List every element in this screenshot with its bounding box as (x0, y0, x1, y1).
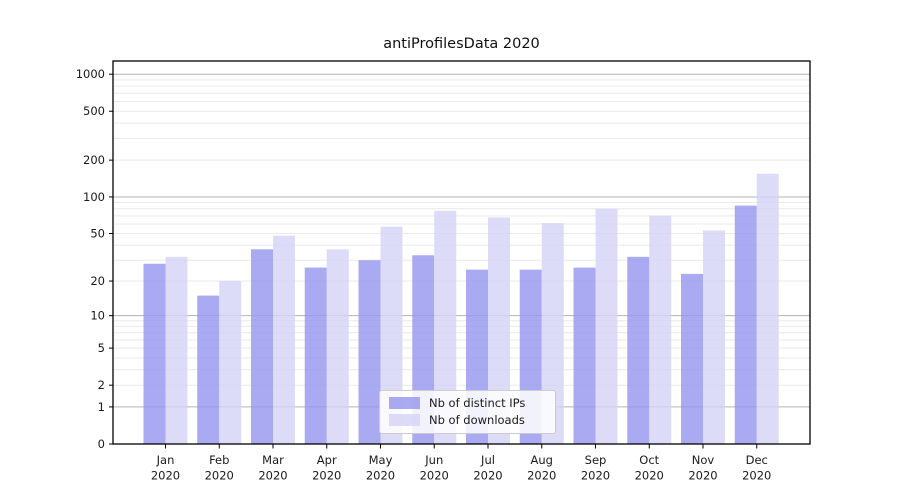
bar-nb-of-downloads-aug (541, 223, 564, 444)
bar-nb-of-distinct-ips-jan (143, 263, 166, 444)
bar-nb-of-distinct-ips-may (358, 260, 381, 444)
y-tick-label: 5 (98, 341, 105, 355)
legend-swatch-distinct-ips (389, 397, 420, 409)
legend-label-distinct-ips: Nb of distinct IPs (429, 396, 526, 410)
x-tick-label-year: 2020 (581, 469, 610, 483)
x-tick-label-month: Feb (209, 453, 229, 467)
bar-nb-of-distinct-ips-sep (573, 267, 596, 444)
x-tick-label-month: Jan (156, 453, 175, 467)
x-tick-label-month: Mar (262, 453, 284, 467)
x-tick-label-year: 2020 (742, 469, 771, 483)
y-tick-label: 500 (83, 104, 105, 118)
y-tick-label: 10 (90, 309, 105, 323)
y-tick-label: 1000 (76, 67, 105, 81)
x-tick-label-month: Apr (317, 453, 337, 467)
bar-nb-of-distinct-ips-dec (734, 205, 757, 444)
bar-nb-of-distinct-ips-apr (304, 267, 327, 444)
x-tick-label-year: 2020 (366, 469, 395, 483)
bar-nb-of-distinct-ips-mar (251, 249, 273, 444)
x-tick-label-month: Jun (424, 453, 443, 467)
bar-nb-of-distinct-ips-feb (197, 295, 220, 444)
y-tick-label: 100 (83, 190, 105, 204)
x-tick-label-year: 2020 (527, 469, 556, 483)
x-tick-label-year: 2020 (688, 469, 717, 483)
legend-label-downloads: Nb of downloads (429, 413, 525, 427)
x-tick-label-year: 2020 (420, 469, 449, 483)
y-tick-label: 0 (98, 437, 105, 451)
bar-nb-of-downloads-oct (649, 215, 672, 444)
y-tick-label: 50 (90, 227, 105, 241)
x-tick-label-month: Aug (531, 453, 553, 467)
x-tick-label-month: Sep (585, 453, 607, 467)
bar-nb-of-downloads-jun (434, 210, 457, 444)
legend-item-distinct-ips: Nb of distinct IPs (389, 396, 546, 410)
y-tick-label: 200 (83, 153, 105, 167)
x-tick-label-year: 2020 (205, 469, 234, 483)
x-tick-label-month: May (369, 453, 393, 467)
bar-nb-of-downloads-jul (488, 217, 510, 444)
legend: Nb of distinct IPs Nb of downloads (379, 390, 556, 434)
bar-nb-of-downloads-dec (756, 173, 779, 444)
bar-nb-of-downloads-may (380, 226, 403, 444)
x-tick-label-year: 2020 (635, 469, 664, 483)
x-tick-label-year: 2020 (151, 469, 180, 483)
y-tick-label: 1 (98, 400, 105, 414)
legend-item-downloads: Nb of downloads (389, 413, 546, 427)
bar-nb-of-downloads-feb (219, 281, 242, 444)
x-tick-label-month: Nov (692, 453, 715, 467)
bar-nb-of-distinct-ips-oct (627, 256, 650, 444)
y-tick-label: 20 (90, 274, 105, 288)
x-tick-label-month: Dec (746, 453, 768, 467)
x-tick-label-month: Oct (639, 453, 659, 467)
x-tick-label-year: 2020 (258, 469, 287, 483)
bar-nb-of-downloads-nov (703, 230, 725, 444)
chart-title: antiProfilesData 2020 (383, 36, 540, 52)
bar-nb-of-downloads-apr (326, 249, 349, 444)
bar-nb-of-downloads-sep (595, 208, 618, 444)
y-tick-label: 2 (98, 378, 105, 392)
bar-nb-of-distinct-ips-nov (681, 273, 703, 444)
x-tick-label-year: 2020 (312, 469, 341, 483)
legend-swatch-downloads (389, 414, 420, 426)
x-tick-label-year: 2020 (473, 469, 502, 483)
plot-border (112, 60, 811, 445)
x-tick-label-month: Jul (480, 453, 495, 467)
bar-nb-of-downloads-mar (273, 235, 295, 444)
bar-nb-of-downloads-jan (165, 256, 188, 444)
